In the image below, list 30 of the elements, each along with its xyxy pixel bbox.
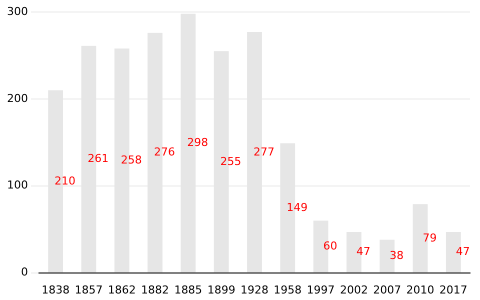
data-label: 210 bbox=[54, 174, 76, 188]
data-label: 47 bbox=[356, 245, 370, 258]
x-tick-label: 1997 bbox=[306, 283, 335, 296]
x-tick-label: 2002 bbox=[340, 283, 368, 296]
data-label: 149 bbox=[286, 200, 308, 214]
data-label: 38 bbox=[390, 249, 404, 262]
x-tick-label: 1899 bbox=[207, 283, 236, 296]
y-tick-label: 0 bbox=[20, 266, 28, 279]
data-label: 261 bbox=[88, 152, 109, 166]
data-label: 60 bbox=[323, 240, 338, 253]
y-tick-label: 200 bbox=[6, 92, 28, 105]
data-label: 298 bbox=[187, 136, 208, 150]
x-tick-label: 1857 bbox=[74, 283, 103, 296]
x-tick-label: 1838 bbox=[42, 283, 70, 296]
data-label: 276 bbox=[154, 146, 175, 159]
x-tick-label: 2010 bbox=[406, 283, 434, 296]
y-tick-label: 300 bbox=[6, 4, 28, 18]
x-tick-label: 1958 bbox=[274, 283, 302, 296]
x-tick-label: 1882 bbox=[141, 283, 170, 296]
y-tick-label: 100 bbox=[6, 178, 28, 192]
x-tick-label: 1885 bbox=[174, 283, 202, 296]
x-tick-label: 2017 bbox=[439, 283, 468, 296]
data-label: 255 bbox=[220, 154, 242, 168]
data-label: 79 bbox=[422, 231, 437, 244]
x-tick-label: 1928 bbox=[240, 283, 268, 296]
x-tick-label: 1862 bbox=[108, 283, 136, 296]
data-label: 277 bbox=[253, 145, 274, 158]
x-tick-label: 2007 bbox=[373, 283, 402, 296]
data-label: 47 bbox=[456, 245, 470, 258]
data-label: 258 bbox=[120, 154, 142, 167]
